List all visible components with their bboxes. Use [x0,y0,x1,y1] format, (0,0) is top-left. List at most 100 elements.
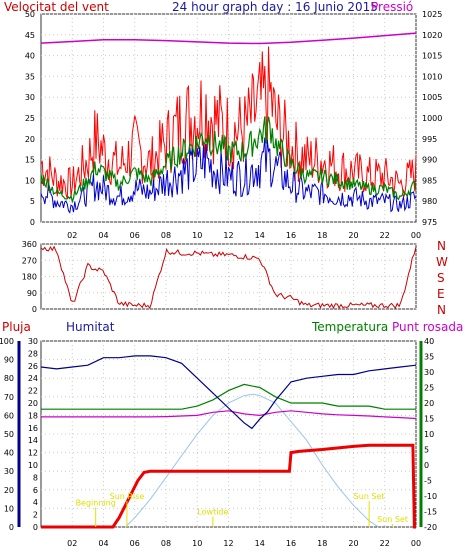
marker-label-sunset2: Sun Set [377,515,408,524]
humidity-y-tick: 40 [4,449,14,458]
compass-e: E [437,287,445,301]
marker-label-sunset: Sun Set [354,492,385,501]
bottom-x-tick: 16 [286,539,296,548]
temperature-label: Temperatura [311,320,388,334]
date-title: 24 hour graph day : 16 Junio 2015 [172,0,378,14]
humidity-y-tick: 50 [4,430,14,439]
rain-y-tick: 20 [28,399,38,408]
humidity-y-tick: 100 [0,337,14,346]
pressure-y-tick: 1015 [422,52,442,61]
rain-y-tick: 6 [33,486,38,495]
rain-y-tick: 2 [33,511,38,520]
rain-y-tick: 0 [33,523,38,532]
bottom-x-tick: 20 [348,539,358,548]
humidity-label: Humitat [66,320,115,334]
rain-y-tick: 8 [33,473,38,482]
pressure-y-tick: 980 [422,197,437,206]
temp-y-tick: 0 [424,461,429,470]
bottom-x-tick: 02 [67,539,77,548]
pressure-y-tick: 1020 [422,31,442,40]
wind-y-tick: 15 [25,156,35,165]
wind-y-tick: 25 [25,114,35,123]
tick-labels: 02 04 06 08 10 12 14 16 18 20 22 000510152025303540… [0,10,442,548]
wind-title: Velocitat del vent [4,0,109,14]
pressure-title: Pressió [371,0,413,14]
marker-label-sunrise: Sun Rise [110,492,145,501]
wind-line-gust [40,137,417,214]
wind-y-tick: 20 [25,135,35,144]
temp-y-tick: 30 [424,368,434,377]
wind-x-tick: 14 [255,231,265,240]
series-line-punt-rosada [41,410,417,420]
wind-y-tick: 0 [30,218,35,227]
pressure-line [40,32,417,45]
wind-x-tick: 04 [98,231,108,240]
wind-y-tick: 5 [30,197,35,206]
pressure-y-tick: 975 [422,218,437,227]
rain-y-tick: 12 [28,449,38,458]
humidity-y-tick: 70 [4,393,14,402]
series-line-pluja [41,443,416,529]
wind-x-tick: 10 [192,231,202,240]
temp-y-tick: 35 [424,353,434,362]
wind-y-tick: 50 [25,10,35,19]
wind-series [40,32,417,214]
wind-x-tick: 06 [130,231,140,240]
bottom-x-tick: 10 [192,539,202,548]
series-line-humitat [40,355,417,430]
wind-x-tick: 16 [286,231,296,240]
temp-y-tick: -5 [424,477,432,486]
wind-x-tick: 08 [161,231,171,240]
solar-line [125,393,379,528]
dir-y-tick: 90 [27,289,37,298]
marker-label-lowtide: Lowtide [197,508,228,517]
rain-y-tick: 14 [28,436,38,445]
series-line-temperatura [41,383,416,410]
temp-y-tick: -10 [424,492,437,501]
rain-y-tick: 22 [28,387,38,396]
rain-label: Pluja [2,320,31,334]
humidity-y-tick: 10 [4,504,14,513]
wind-y-tick: 45 [25,31,35,40]
wind-x-tick: 12 [223,231,233,240]
bottom-x-tick: 06 [130,539,140,548]
bottom-x-tick: 18 [317,539,327,548]
bottom-x-tick: 14 [255,539,265,548]
wind-line-max [40,46,417,200]
rain-y-tick: 16 [28,424,38,433]
rain-y-tick: 24 [28,374,38,383]
wind-y-tick: 30 [25,93,35,102]
humidity-y-tick: 60 [4,411,14,420]
pressure-y-tick: 990 [422,156,437,165]
direction-series [40,245,417,310]
bottom-x-tick: 22 [380,539,390,548]
wind-y-tick: 40 [25,52,35,61]
compass-n-top: N [437,239,446,253]
marker-label-beginning: Beginning [76,498,116,507]
pressure-y-tick: 1010 [422,72,442,81]
pressure-y-tick: 1025 [422,10,442,19]
wind-x-tick: 00 [411,231,421,240]
pressure-y-tick: 1000 [422,114,442,123]
humidity-y-tick: 90 [4,356,14,365]
humidity-y-tick: 30 [4,467,14,476]
temp-y-tick: 20 [424,399,434,408]
rain-y-tick: 28 [28,349,38,358]
wind-x-tick: 02 [67,231,77,240]
compass-w: W [436,255,448,269]
bottom-x-tick: 08 [161,539,171,548]
direction-line [40,245,417,310]
compass-s: S [437,271,445,285]
compass-n-bottom: N [437,303,446,317]
temp-y-tick: -20 [424,523,437,532]
dewpoint-label: Punt rosada [392,320,463,334]
rain-y-tick: 18 [28,411,38,420]
bottom-x-tick: 00 [411,539,421,548]
temp-y-tick: 10 [424,430,434,439]
humidity-y-tick: 20 [4,486,14,495]
humidity-y-tick: 80 [4,374,14,383]
bottom-x-tick: 12 [223,539,233,548]
